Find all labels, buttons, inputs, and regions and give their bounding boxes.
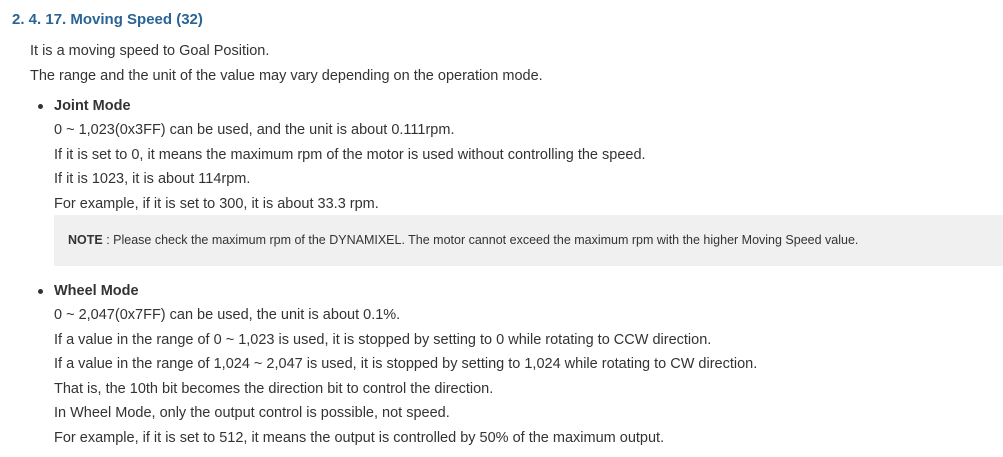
wheel-mode-item: Wheel Mode 0 ~ 2,047(0x7FF) can be used,… [34,279,757,450]
section-title: 2. 4. 17. Moving Speed (32) [12,11,203,28]
joint-mode-body: 0 ~ 1,023(0x3FF) can be used, and the un… [34,118,646,216]
bullet-icon [38,289,43,294]
intro-line: It is a moving speed to Goal Position. [30,43,270,59]
note-box: NOTE : Please check the maximum rpm of t… [54,215,1003,266]
wheel-mode-heading-text: Wheel Mode [54,283,139,299]
joint-mode-heading: Joint Mode [34,94,646,118]
wheel-mode-line: For example, if it is set to 512, it mea… [54,429,665,446]
joint-mode-line: If it is set to 0, it means the maximum … [54,146,646,163]
joint-mode-item: Joint Mode 0 ~ 1,023(0x3FF) can be used,… [34,94,646,216]
wheel-mode-heading: Wheel Mode [34,279,757,303]
joint-mode-heading-text: Joint Mode [54,98,131,114]
wheel-mode-body: 0 ~ 2,047(0x7FF) can be used, the unit i… [34,303,757,450]
wheel-mode-line: If a value in the range of 0 ~ 1,023 is … [54,331,712,348]
intro-line: The range and the unit of the value may … [30,67,543,84]
bullet-icon [38,104,43,109]
intro-paragraph: It is a moving speed to Goal Position. T… [30,39,543,88]
joint-mode-line: If it is 1023, it is about 114rpm. [54,171,251,187]
wheel-mode-line: If a value in the range of 1,024 ~ 2,047… [54,356,758,372]
joint-mode-line: For example, if it is set to 300, it is … [54,195,379,212]
wheel-mode-line: 0 ~ 2,047(0x7FF) can be used, the unit i… [54,307,401,323]
joint-mode-line: 0 ~ 1,023(0x3FF) can be used, and the un… [54,122,455,138]
wheel-mode-line: In Wheel Mode, only the output control i… [54,405,450,421]
wheel-mode-line: That is, the 10th bit becomes the direct… [54,380,494,397]
note-text: : Please check the maximum rpm of the DY… [102,233,859,247]
note-label: NOTE [68,233,103,247]
